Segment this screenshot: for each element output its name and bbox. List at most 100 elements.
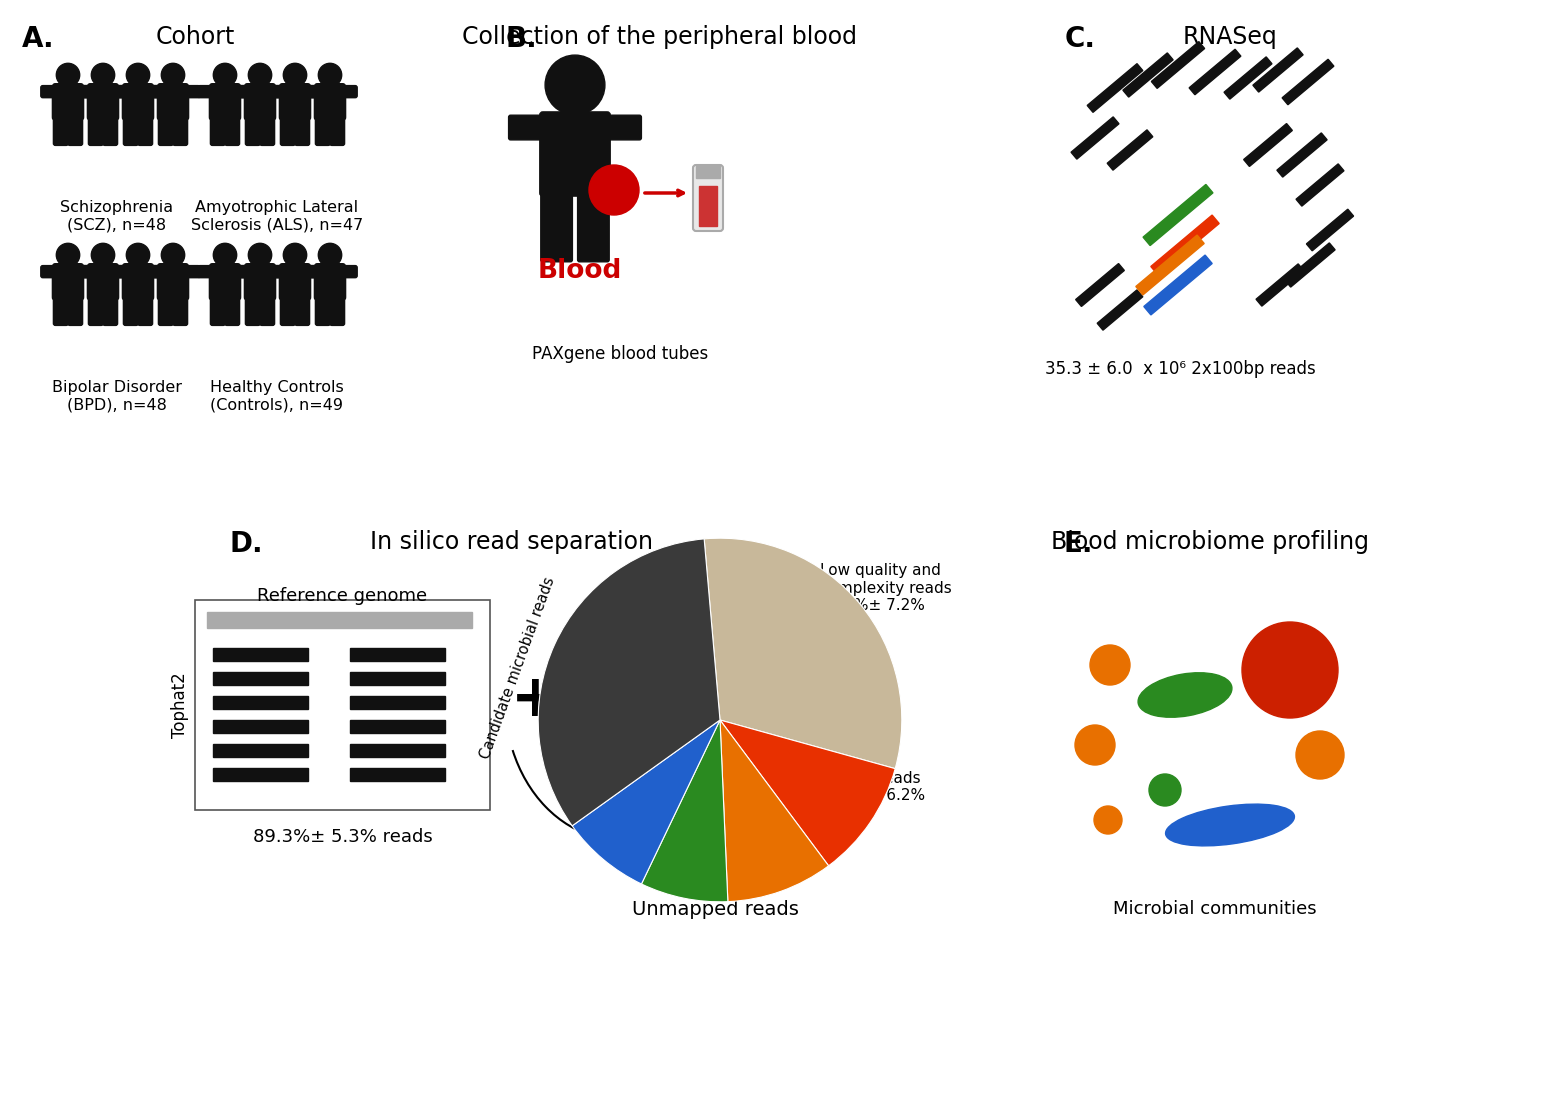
FancyBboxPatch shape	[304, 266, 323, 278]
Text: PAXgene blood tubes: PAXgene blood tubes	[532, 345, 708, 363]
FancyBboxPatch shape	[78, 266, 95, 278]
FancyBboxPatch shape	[76, 266, 93, 278]
FancyBboxPatch shape	[259, 295, 275, 325]
FancyBboxPatch shape	[259, 114, 275, 145]
Text: Candidate microbial reads: Candidate microbial reads	[478, 575, 559, 761]
FancyBboxPatch shape	[172, 114, 188, 145]
FancyBboxPatch shape	[53, 295, 68, 325]
Bar	[1252, 48, 1304, 92]
FancyBboxPatch shape	[102, 295, 118, 325]
Circle shape	[318, 64, 341, 87]
FancyBboxPatch shape	[147, 86, 165, 98]
FancyBboxPatch shape	[146, 86, 163, 98]
Circle shape	[1076, 725, 1114, 765]
Text: 35.3 ± 6.0  x 10⁶ 2x100bp reads: 35.3 ± 6.0 x 10⁶ 2x100bp reads	[1044, 360, 1316, 378]
Bar	[1152, 215, 1220, 275]
FancyBboxPatch shape	[157, 84, 189, 120]
FancyBboxPatch shape	[279, 264, 310, 300]
Bar	[698, 186, 717, 226]
Bar	[1097, 290, 1142, 330]
FancyBboxPatch shape	[158, 295, 174, 325]
Circle shape	[1090, 645, 1130, 685]
FancyBboxPatch shape	[577, 189, 610, 262]
FancyBboxPatch shape	[183, 86, 200, 98]
Bar	[196, 600, 490, 810]
FancyBboxPatch shape	[233, 86, 250, 98]
Bar	[206, 612, 472, 628]
Bar	[1285, 243, 1335, 287]
FancyBboxPatch shape	[113, 86, 130, 98]
Bar	[213, 720, 307, 733]
Wedge shape	[720, 720, 829, 901]
Text: B.: B.	[504, 25, 537, 53]
Bar	[1225, 57, 1273, 99]
Circle shape	[248, 64, 272, 87]
FancyBboxPatch shape	[53, 264, 84, 300]
Circle shape	[126, 243, 149, 267]
Bar	[1071, 116, 1119, 159]
Circle shape	[213, 243, 237, 267]
FancyBboxPatch shape	[124, 114, 138, 145]
Circle shape	[318, 243, 341, 267]
FancyBboxPatch shape	[340, 266, 357, 278]
Text: Low quality and
complexity reads
30.7%± 7.2%: Low quality and complexity reads 30.7%± …	[781, 563, 951, 646]
FancyBboxPatch shape	[210, 264, 241, 300]
FancyBboxPatch shape	[88, 295, 102, 325]
FancyBboxPatch shape	[210, 84, 241, 120]
Text: Bipolar Disorder
(BPD), n=48: Bipolar Disorder (BPD), n=48	[53, 380, 182, 412]
Bar	[1088, 64, 1142, 112]
FancyBboxPatch shape	[295, 295, 309, 325]
Text: Amyotrophic Lateral
Sclerosis (ALS), n=47: Amyotrophic Lateral Sclerosis (ALS), n=4…	[191, 200, 363, 232]
Text: C.: C.	[1065, 25, 1096, 53]
FancyBboxPatch shape	[694, 165, 723, 231]
FancyBboxPatch shape	[138, 295, 152, 325]
Circle shape	[56, 243, 79, 267]
FancyBboxPatch shape	[268, 86, 286, 98]
Ellipse shape	[1138, 673, 1232, 718]
Circle shape	[248, 243, 272, 267]
Text: Blood microbiome profiling: Blood microbiome profiling	[1051, 530, 1369, 554]
FancyBboxPatch shape	[329, 295, 345, 325]
Bar	[1152, 42, 1204, 88]
Text: 89.3%± 5.3% reads: 89.3%± 5.3% reads	[253, 828, 433, 846]
FancyBboxPatch shape	[225, 295, 239, 325]
FancyBboxPatch shape	[303, 86, 320, 98]
Text: +: +	[511, 671, 559, 729]
FancyBboxPatch shape	[172, 295, 188, 325]
Text: Tophat2: Tophat2	[171, 673, 189, 737]
FancyBboxPatch shape	[123, 264, 154, 300]
Bar	[351, 648, 445, 660]
Circle shape	[92, 243, 115, 267]
FancyBboxPatch shape	[244, 84, 276, 120]
Wedge shape	[573, 720, 720, 884]
FancyBboxPatch shape	[78, 86, 95, 98]
Bar	[213, 768, 307, 781]
FancyBboxPatch shape	[102, 114, 118, 145]
FancyBboxPatch shape	[268, 266, 286, 278]
FancyBboxPatch shape	[157, 264, 189, 300]
FancyBboxPatch shape	[183, 266, 200, 278]
FancyBboxPatch shape	[329, 114, 345, 145]
Text: A.: A.	[22, 25, 54, 53]
Bar	[351, 744, 445, 757]
Circle shape	[161, 64, 185, 87]
Bar	[1307, 209, 1353, 251]
FancyBboxPatch shape	[53, 114, 68, 145]
FancyBboxPatch shape	[197, 266, 216, 278]
Text: Microbial communities: Microbial communities	[1113, 900, 1316, 918]
Circle shape	[161, 243, 185, 267]
Text: Collection of the peripheral blood: Collection of the peripheral blood	[462, 25, 858, 49]
FancyBboxPatch shape	[233, 266, 250, 278]
FancyBboxPatch shape	[340, 86, 357, 98]
Bar	[1243, 123, 1293, 166]
Circle shape	[213, 64, 237, 87]
Bar	[1107, 130, 1153, 170]
Bar	[213, 648, 307, 660]
FancyBboxPatch shape	[295, 114, 309, 145]
Bar	[351, 768, 445, 781]
FancyBboxPatch shape	[303, 266, 320, 278]
Bar	[1076, 264, 1124, 307]
Circle shape	[56, 64, 79, 87]
Bar	[351, 671, 445, 685]
Text: Unmapped reads: Unmapped reads	[632, 900, 798, 919]
